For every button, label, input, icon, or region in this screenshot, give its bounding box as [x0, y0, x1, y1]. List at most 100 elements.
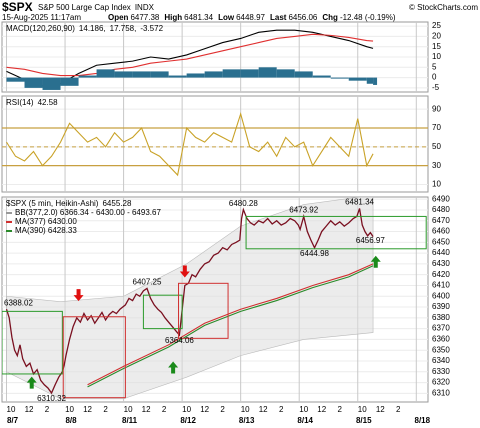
x-tick-label: 2: [45, 405, 50, 414]
y-tick-label: 6360: [432, 335, 450, 344]
x-date-label: 8/12: [180, 416, 196, 425]
plot-area: [6, 29, 378, 90]
signal-arrow: [168, 361, 179, 374]
y-tick-label: 6420: [432, 270, 450, 279]
signal-arrow: [26, 376, 37, 389]
x-tick-label: 2: [103, 405, 108, 414]
y-tick-label: 6330: [432, 367, 450, 376]
x-tick-label: 2: [338, 405, 343, 414]
y-tick-label: 15: [432, 42, 441, 51]
y-tick-label: 10: [432, 52, 441, 61]
x-date-label: 8/18: [415, 416, 431, 425]
series-line: [5, 207, 374, 395]
y-tick-label: 6410: [432, 281, 450, 290]
bollinger-band: [6, 197, 374, 400]
index-name: S&P 500 Large Cap Index: [38, 3, 131, 12]
annotation-box: [245, 215, 427, 250]
x-tick-label: 12: [317, 405, 326, 414]
histogram-bar: [258, 67, 277, 78]
histogram-bar: [294, 71, 313, 78]
y-tick-label: 6340: [432, 356, 450, 365]
histogram-bar: [6, 77, 25, 82]
x-tick-label: 12: [83, 405, 92, 414]
histogram-bar: [204, 71, 223, 78]
y-tick-label: 6470: [432, 216, 450, 225]
x-date-label: 8/14: [297, 416, 313, 425]
plot-area: [2, 111, 428, 177]
legend-entry: BB(377,2.0) 6366.34 - 6430.00 - 6493.67: [15, 208, 161, 217]
histogram-bar: [96, 69, 115, 78]
price-annotation: 6388.02: [4, 298, 33, 307]
x-tick-label: 2: [396, 405, 401, 414]
y-tick-label: 10: [432, 180, 441, 189]
price-annotation: 6481.34: [345, 198, 374, 207]
y-tick-label: 6460: [432, 227, 450, 236]
x-tick-label: 10: [124, 405, 133, 414]
price-annotation: 6444.98: [300, 249, 329, 258]
x-tick-label: 2: [220, 405, 225, 414]
x-date-label: 8/8: [65, 416, 77, 425]
histogram-bar: [276, 69, 295, 78]
histogram-bar: [373, 77, 378, 85]
series-line: [87, 263, 374, 386]
exchange: INDX: [135, 3, 155, 12]
annotation-box: [142, 294, 183, 330]
x-tick-label: 10: [182, 405, 191, 414]
panel-title: RSI(14): [6, 98, 34, 107]
annotation-box: [2, 310, 63, 375]
histogram-bar: [60, 77, 79, 86]
histogram-bar: [330, 77, 349, 79]
y-tick-label: 6450: [432, 237, 450, 246]
legend-entry: 6455.28: [102, 199, 131, 208]
x-tick-label: 12: [376, 405, 385, 414]
histogram-bar: [240, 69, 259, 78]
quote-label: Last: [270, 13, 287, 22]
quote-value: -12.48 (-0.19%): [340, 13, 396, 22]
quote-value: 6481.34: [184, 13, 213, 22]
series-line: [6, 111, 374, 177]
y-tick-label: 6320: [432, 378, 450, 387]
price-annotation: 6407.25: [133, 278, 162, 287]
histogram-bar: [42, 77, 61, 90]
price-annotation: 6480.28: [229, 199, 258, 208]
signal-arrow: [73, 289, 84, 302]
legend-entry: MA(377) 6430.00: [15, 217, 77, 226]
signal-arrow: [370, 255, 381, 268]
histogram-bar: [366, 77, 374, 84]
legend-entry: 14.186,: [79, 24, 106, 33]
price-annotation: 6310.32: [37, 394, 66, 403]
x-tick-label: 10: [358, 405, 367, 414]
y-tick-label: 6350: [432, 345, 450, 354]
y-tick-label: 6490: [432, 194, 450, 203]
y-tick-label: 6390: [432, 302, 450, 311]
x-tick-label: 2: [162, 405, 167, 414]
quote-label: Chg: [322, 13, 338, 22]
annotation-box: [62, 316, 126, 399]
price-annotation: 6364.06: [165, 336, 194, 345]
histogram-bar: [78, 75, 97, 78]
histogram-bar: [150, 71, 169, 78]
x-tick-label: 12: [142, 405, 151, 414]
y-tick-label: 6480: [432, 205, 450, 214]
x-tick-label: 10: [65, 405, 74, 414]
price-annotation: 6473.92: [289, 206, 318, 215]
histogram-bar: [114, 71, 133, 78]
quote-value: 6456.06: [288, 13, 317, 22]
histogram-bar: [186, 73, 205, 78]
credit: © StockCharts.com: [409, 3, 478, 12]
y-tick-label: -5: [432, 83, 440, 92]
symbol: $SPX: [2, 0, 33, 14]
quote-value: 6448.97: [236, 13, 265, 22]
legend-entry: MA(390) 6428.33: [15, 226, 77, 235]
plot-area: 6388.02 6310.32 6407.25 6364.06 6480.28 6473.…: [2, 197, 427, 403]
y-tick-label: 6380: [432, 313, 450, 322]
x-tick-label: 12: [200, 405, 209, 414]
histogram-bar: [24, 77, 43, 88]
x-tick-label: 10: [241, 405, 250, 414]
date: 15-Aug-2025 11:17am: [2, 13, 81, 22]
panel-frame: [1, 95, 429, 193]
panel-title: $SPX (5 min, Heikin-Ashi): [6, 199, 99, 208]
y-tick-label: 6370: [432, 324, 450, 333]
x-tick-label: 12: [259, 405, 268, 414]
